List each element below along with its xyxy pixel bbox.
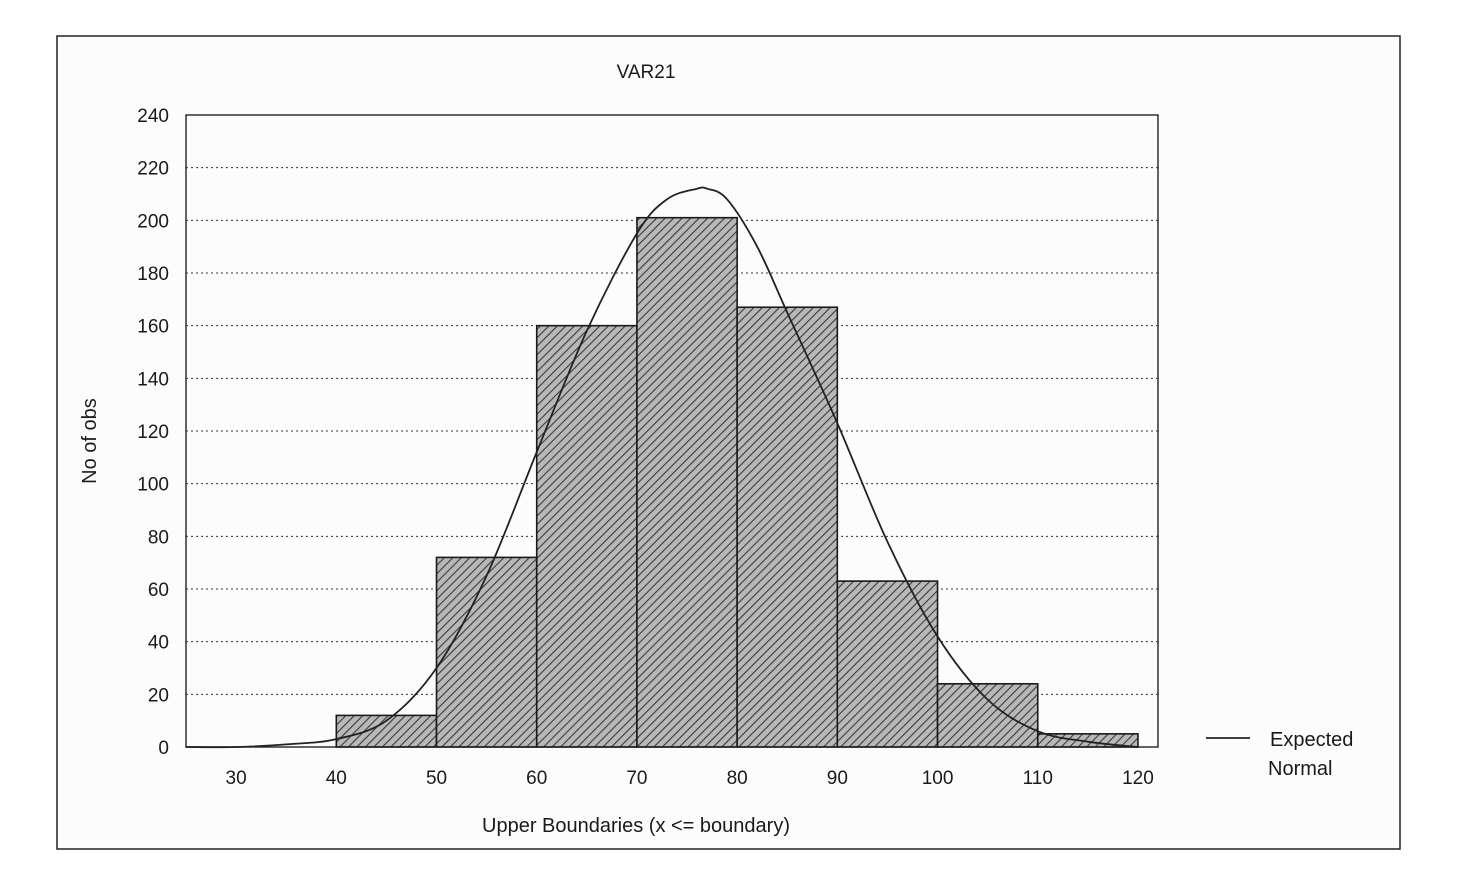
histogram-bar [535,324,638,748]
histogram-bar [636,216,738,748]
y-tick-label: 20 [148,685,169,706]
y-tick-label: 40 [148,633,169,654]
y-tick-label: 160 [137,317,169,338]
x-tick-label: 110 [1023,768,1053,789]
histogram-bar [435,556,538,748]
legend-label-expected: Expected [1270,729,1353,751]
expected-normal-curve [185,186,1139,749]
legend-label-normal: Normal [1268,758,1332,780]
x-tick-label: 60 [526,768,547,789]
y-tick-label: 100 [137,475,169,496]
x-tick-label: 80 [727,768,748,789]
x-axis-ticks: 30 40 50 60 70 80 90 100 110 120 [226,768,1154,789]
x-tick-label: 50 [426,768,447,789]
y-tick-label: 80 [148,527,169,548]
bars [335,216,1139,748]
y-tick-label: 120 [137,422,169,443]
y-tick-label: 180 [137,264,169,285]
x-tick-label: 30 [226,768,247,789]
y-tick-label: 240 [137,106,169,127]
y-tick-label: 220 [137,159,169,180]
histogram-bar [836,580,939,748]
x-tick-label: 100 [922,768,954,789]
histogram-bar [736,306,839,748]
chart-title: VAR21 [617,62,676,83]
y-tick-label: 0 [158,738,169,759]
y-tick-label: 60 [148,580,169,601]
x-tick-label: 90 [827,768,848,789]
y-tick-label: 200 [137,211,169,232]
y-axis-ticks: 0 20 40 60 80 100 120 140 160 180 200 220 240 [137,106,169,759]
plot-area [185,114,1159,748]
x-tick-label: 120 [1122,768,1154,789]
histogram-bar [936,682,1039,748]
x-tick-label: 40 [326,768,347,789]
x-tick-label: 70 [626,768,647,789]
y-tick-label: 140 [137,369,169,390]
x-axis-label: Upper Boundaries (x <= boundary) [482,815,790,837]
y-axis-label: No of obs [79,398,101,484]
